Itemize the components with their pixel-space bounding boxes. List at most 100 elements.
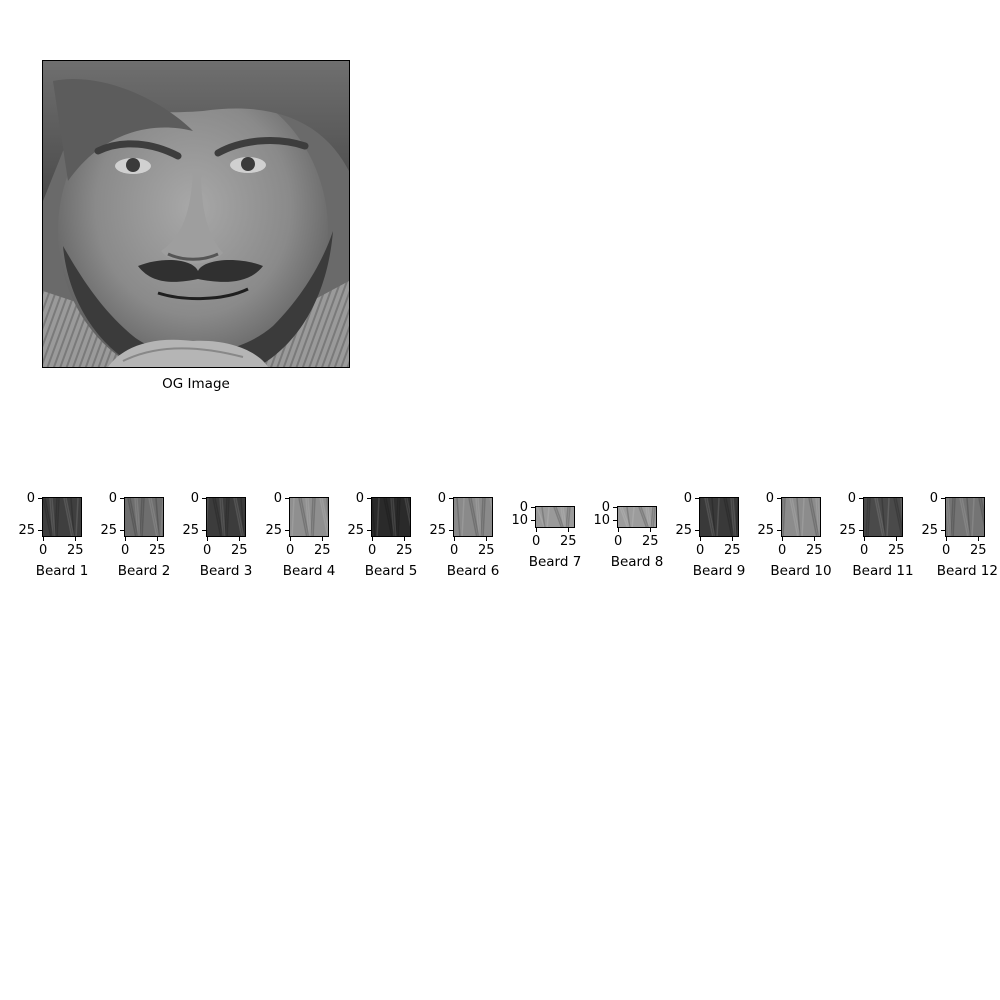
y-tick-label: 25 <box>347 523 364 538</box>
x-tick-mark <box>896 537 897 541</box>
y-tick-mark <box>695 498 699 499</box>
beard-patch-label: Beard 2 <box>117 563 171 579</box>
y-tick-label: 0 <box>929 491 938 506</box>
beard-patch-image <box>535 506 575 528</box>
original-image-label: OG Image <box>162 376 230 392</box>
x-tick-mark <box>43 537 44 541</box>
beard-patch-image <box>945 497 985 537</box>
x-tick-mark <box>404 537 405 541</box>
y-tick-label: 0 <box>601 500 610 515</box>
beard-patch-label: Beard 11 <box>852 563 914 579</box>
x-tick-label: 0 <box>614 534 623 549</box>
x-tick-label: 25 <box>396 543 413 558</box>
x-tick-label: 0 <box>942 543 951 558</box>
y-tick-label: 0 <box>355 491 364 506</box>
x-tick-label: 25 <box>642 534 659 549</box>
x-tick-mark <box>536 528 537 532</box>
y-tick-label: 0 <box>190 491 199 506</box>
beard-patch-image <box>863 497 903 537</box>
y-tick-mark <box>38 498 42 499</box>
beard-patch-label: Beard 1 <box>35 563 89 579</box>
y-tick-mark <box>120 530 124 531</box>
y-tick-mark <box>613 507 617 508</box>
y-tick-mark <box>695 530 699 531</box>
original-face-image <box>42 60 350 368</box>
x-tick-label: 0 <box>121 543 130 558</box>
x-tick-mark <box>978 537 979 541</box>
y-tick-label: 25 <box>757 523 774 538</box>
y-tick-label: 0 <box>519 500 528 515</box>
x-tick-mark <box>568 528 569 532</box>
y-tick-label: 25 <box>265 523 282 538</box>
x-tick-label: 0 <box>368 543 377 558</box>
x-tick-mark <box>207 537 208 541</box>
x-tick-mark <box>618 528 619 532</box>
y-tick-mark <box>777 530 781 531</box>
x-tick-mark <box>700 537 701 541</box>
beard-patch-label: Beard 9 <box>692 563 746 579</box>
x-tick-label: 25 <box>231 543 248 558</box>
x-tick-label: 0 <box>696 543 705 558</box>
x-tick-mark <box>372 537 373 541</box>
face-illustration <box>43 61 349 367</box>
y-tick-mark <box>449 498 453 499</box>
x-tick-mark <box>239 537 240 541</box>
y-tick-label: 25 <box>921 523 938 538</box>
beard-patch-label: Beard 7 <box>528 554 582 570</box>
y-tick-label: 0 <box>683 491 692 506</box>
x-tick-label: 0 <box>778 543 787 558</box>
y-tick-mark <box>531 520 535 521</box>
y-tick-mark <box>202 498 206 499</box>
y-tick-label: 25 <box>100 523 117 538</box>
x-tick-mark <box>454 537 455 541</box>
y-tick-mark <box>285 530 289 531</box>
x-tick-mark <box>157 537 158 541</box>
beard-patch-image <box>42 497 82 537</box>
y-tick-mark <box>449 530 453 531</box>
beard-patch-image <box>453 497 493 537</box>
x-tick-label: 0 <box>532 534 541 549</box>
y-tick-mark <box>613 520 617 521</box>
y-tick-label: 0 <box>765 491 774 506</box>
y-tick-label: 0 <box>26 491 35 506</box>
beard-patch-image <box>289 497 329 537</box>
y-tick-mark <box>859 530 863 531</box>
x-tick-mark <box>650 528 651 532</box>
x-tick-mark <box>125 537 126 541</box>
y-tick-mark <box>285 498 289 499</box>
y-tick-mark <box>859 498 863 499</box>
beard-patch-label: Beard 4 <box>282 563 336 579</box>
y-tick-label: 25 <box>182 523 199 538</box>
y-tick-label: 10 <box>593 513 610 528</box>
x-tick-mark <box>732 537 733 541</box>
y-tick-label: 25 <box>839 523 856 538</box>
y-tick-label: 0 <box>273 491 282 506</box>
y-tick-label: 25 <box>429 523 446 538</box>
x-tick-label: 25 <box>970 543 987 558</box>
y-tick-label: 25 <box>18 523 35 538</box>
x-tick-mark <box>864 537 865 541</box>
x-tick-mark <box>75 537 76 541</box>
y-tick-label: 0 <box>108 491 117 506</box>
x-tick-label: 25 <box>478 543 495 558</box>
beard-patch-label: Beard 12 <box>936 563 998 579</box>
x-tick-label: 0 <box>39 543 48 558</box>
y-tick-mark <box>38 530 42 531</box>
beard-patch-image <box>617 506 657 528</box>
x-tick-label: 25 <box>149 543 166 558</box>
x-tick-label: 25 <box>724 543 741 558</box>
y-tick-mark <box>202 530 206 531</box>
beard-patch-label: Beard 3 <box>199 563 253 579</box>
y-tick-label: 25 <box>675 523 692 538</box>
y-tick-mark <box>531 507 535 508</box>
beard-patch-label: Beard 5 <box>364 563 418 579</box>
beard-patch-label: Beard 6 <box>446 563 500 579</box>
x-tick-label: 25 <box>314 543 331 558</box>
x-tick-label: 0 <box>203 543 212 558</box>
x-tick-label: 25 <box>888 543 905 558</box>
beard-patch-image <box>206 497 246 537</box>
y-tick-mark <box>120 498 124 499</box>
y-tick-mark <box>777 498 781 499</box>
beard-patch-image <box>371 497 411 537</box>
x-tick-label: 25 <box>806 543 823 558</box>
